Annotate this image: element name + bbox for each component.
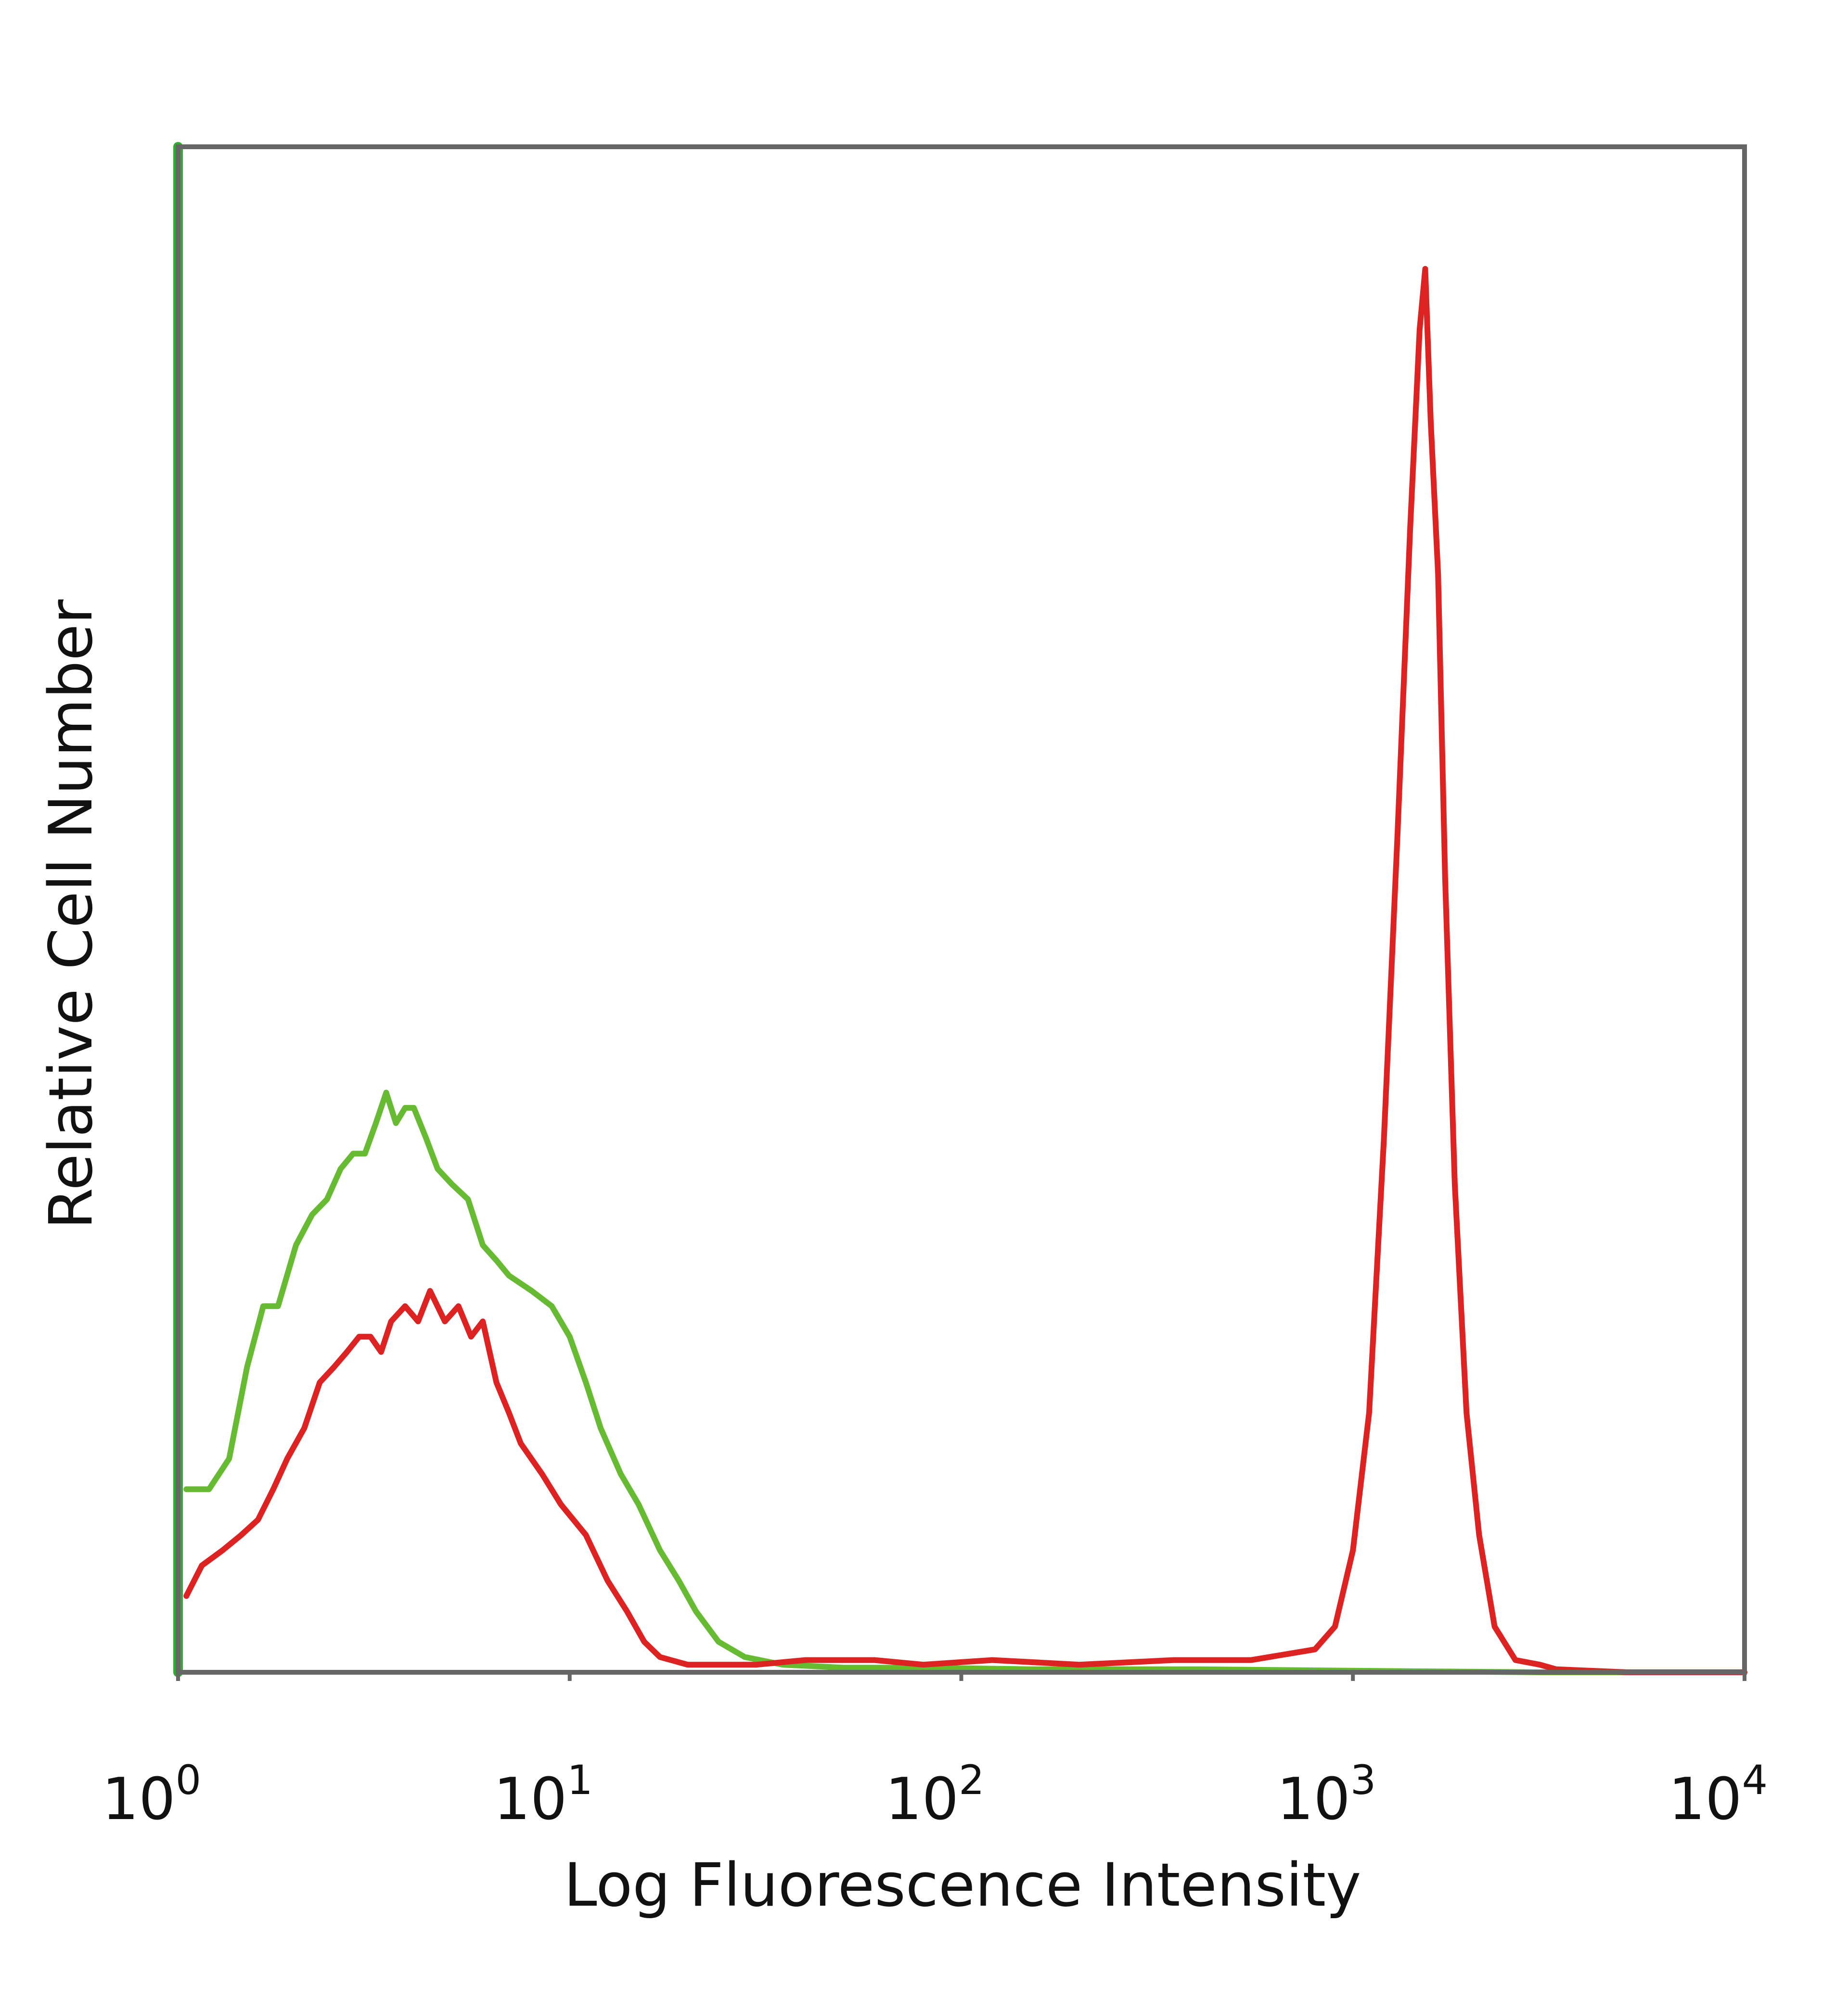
- x-tick-exponent: 1: [567, 1756, 592, 1804]
- series-line-2: [183, 266, 1747, 1675]
- x-tick-layer: 100 101 102 103 104: [102, 1672, 1768, 1833]
- x-tick-base: 10: [1277, 1766, 1350, 1833]
- x-tick-label-2: 102: [885, 1756, 984, 1833]
- x-axis-label: Log Fluorescence Intensity: [564, 1851, 1361, 1920]
- x-tick-exponent: 2: [959, 1756, 984, 1804]
- x-tick-base: 10: [494, 1766, 567, 1833]
- y-axis-label: Relative Cell Number: [37, 600, 106, 1230]
- x-tick-exponent: 4: [1742, 1756, 1768, 1804]
- x-tick-base: 10: [1668, 1766, 1742, 1833]
- x-tick-base: 10: [102, 1766, 176, 1833]
- x-tick-label-3: 103: [1277, 1756, 1376, 1833]
- x-tick-base: 10: [885, 1766, 959, 1833]
- x-tick-label-4: 104: [1668, 1756, 1768, 1833]
- x-tick-label-1: 101: [494, 1756, 593, 1833]
- x-tick-exponent: 3: [1350, 1756, 1376, 1804]
- x-tick-label-0: 100: [102, 1756, 201, 1833]
- x-tick-exponent: 0: [176, 1756, 201, 1804]
